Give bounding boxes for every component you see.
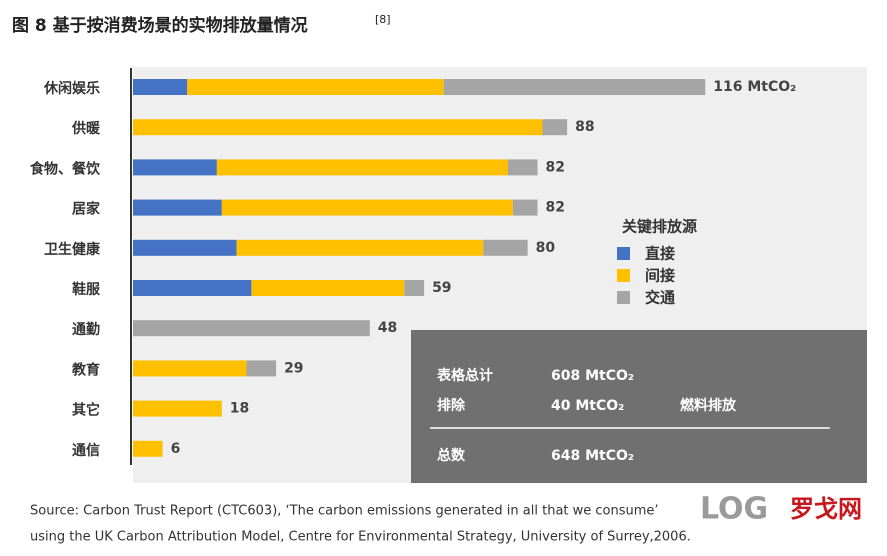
source-line: using the UK Carbon Attribution Model, C… <box>30 530 691 545</box>
y-tick-label: 休闲娱乐 <box>43 80 100 97</box>
title-reference: [8] <box>375 13 391 26</box>
source-line: Source: Carbon Trust Report (CTC603), ‘T… <box>30 504 659 519</box>
total-label: 59 <box>432 280 451 296</box>
bar-segment <box>404 280 425 296</box>
summary-text: 排除 <box>437 397 466 414</box>
bar-segment <box>512 199 538 216</box>
bar-segment <box>133 280 252 296</box>
bar-segment <box>133 199 222 216</box>
total-label: 82 <box>546 200 565 216</box>
summary-text: 表格总计 <box>436 367 493 384</box>
y-tick-label: 通勤 <box>72 321 100 338</box>
bar-segment <box>133 440 163 457</box>
chart-title: 图 8 基于按消费场景的实物排放量情况 <box>12 15 308 36</box>
bar-segment <box>216 159 508 176</box>
logo: LOG <box>700 492 768 527</box>
total-label: 88 <box>575 119 594 135</box>
bar-segment <box>251 280 405 296</box>
y-tick-label: 教育 <box>72 361 100 378</box>
legend-label: 间接 <box>645 267 675 285</box>
bar-segment <box>133 360 247 377</box>
total-label: 6 <box>171 441 181 457</box>
logo-text: 罗戈网 <box>790 495 862 523</box>
total-label: 18 <box>230 401 249 417</box>
total-label: 116 MtCO₂ <box>713 79 796 95</box>
bar-segment <box>483 239 528 256</box>
bar-segment <box>187 79 444 95</box>
bar-segment <box>133 239 237 256</box>
y-tick-label: 供暖 <box>71 120 101 137</box>
bar-segment <box>133 320 370 337</box>
legend-swatch <box>617 247 630 260</box>
summary-text: 608 MtCO₂ <box>551 368 634 384</box>
total-label: 82 <box>546 159 565 175</box>
legend-label: 交通 <box>645 289 675 307</box>
summary-text: 燃料排放 <box>680 397 737 414</box>
total-label: 80 <box>536 240 556 256</box>
y-tick-label: 卫生健康 <box>44 241 101 258</box>
total-label: 48 <box>378 320 397 336</box>
legend-label: 直接 <box>645 245 675 263</box>
bar-segment <box>221 199 513 216</box>
bar-segment <box>236 239 484 256</box>
legend-swatch <box>617 291 630 304</box>
bar-segment <box>507 159 538 176</box>
y-tick-label: 其它 <box>72 402 100 419</box>
total-label: 29 <box>284 360 303 376</box>
bar-segment <box>133 159 217 176</box>
summary-text: 40 MtCO₂ <box>551 398 624 414</box>
bar-segment <box>443 79 706 95</box>
summary-box <box>411 330 867 483</box>
y-tick-label: 通信 <box>72 442 100 459</box>
summary-text: 总数 <box>437 447 466 464</box>
summary-text: 648 MtCO₂ <box>551 448 634 464</box>
y-tick-label: 鞋服 <box>72 281 101 298</box>
legend-swatch <box>617 269 630 282</box>
bar-segment <box>133 119 543 136</box>
bar-segment <box>542 119 568 136</box>
bar-segment <box>133 79 188 95</box>
bar-segment <box>133 400 222 417</box>
y-tick-label: 食物、餐饮 <box>30 160 101 177</box>
y-tick-label: 居家 <box>72 201 101 218</box>
legend-title: 关键排放源 <box>622 218 697 236</box>
bar-segment <box>246 360 277 377</box>
